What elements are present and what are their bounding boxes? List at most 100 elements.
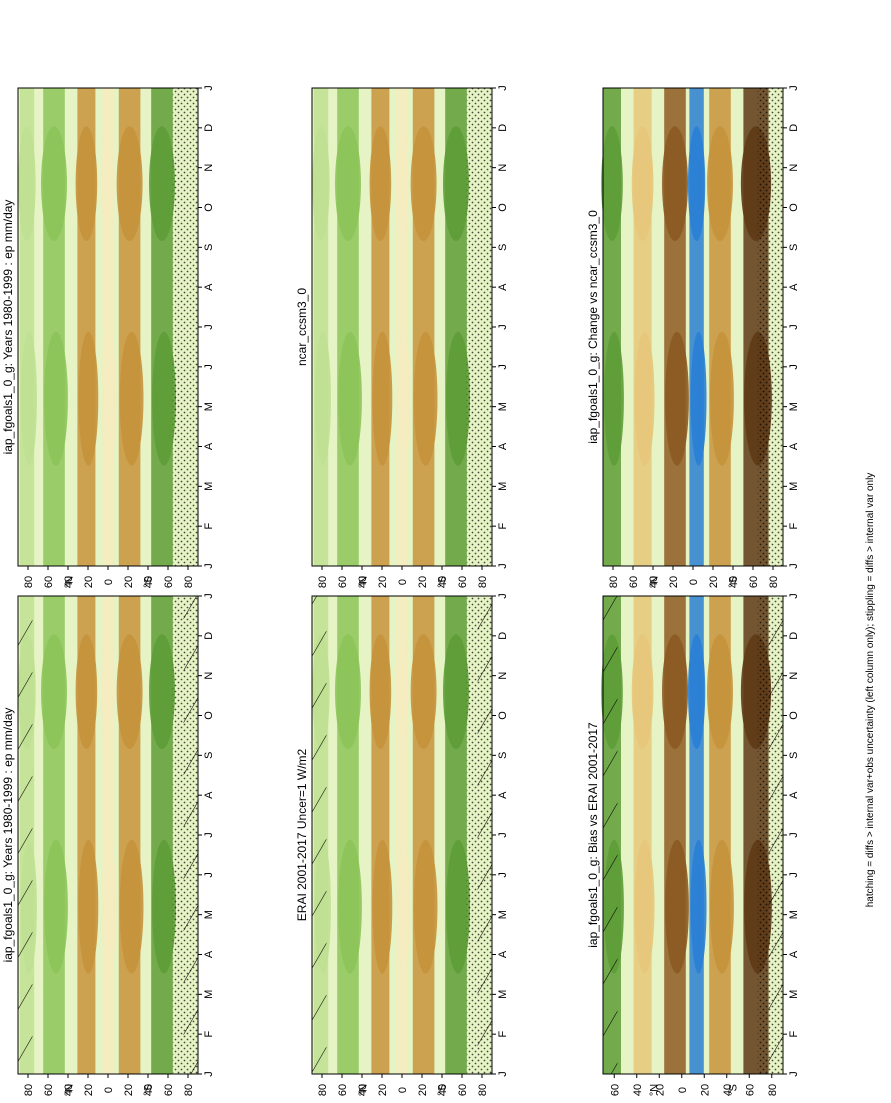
hatch-region <box>477 596 492 1074</box>
lat-tick-label: 20 <box>83 1084 95 1096</box>
field-blob <box>312 126 330 241</box>
month-tick-label: A <box>497 283 509 291</box>
hemisphere-label: °N <box>63 576 75 588</box>
field-blob <box>315 331 331 466</box>
field-blob <box>21 331 37 466</box>
lat-tick-label: 20 <box>377 1084 389 1096</box>
month-tick-label: O <box>203 711 215 720</box>
hemisphere-label: °S <box>437 576 449 588</box>
lat-tick-label: 80 <box>317 1084 329 1096</box>
month-tick-label: M <box>203 402 215 411</box>
lat-tick-label: 80 <box>23 1084 35 1096</box>
field-band <box>102 88 114 566</box>
month-tick-label: F <box>203 523 215 530</box>
month-tick-label: J <box>788 593 800 599</box>
stipple-region <box>466 88 492 566</box>
month-tick-label: D <box>203 632 215 640</box>
month-tick-label: A <box>497 791 509 799</box>
month-tick-label: D <box>497 124 509 132</box>
lat-tick-label: 40 <box>437 1084 449 1096</box>
lat-tick-label: 80 <box>183 576 195 588</box>
field-blob <box>410 126 437 241</box>
hemisphere-label: °N <box>357 576 369 588</box>
field-blob <box>372 839 393 974</box>
hatch-region <box>768 596 783 1074</box>
field-blob <box>372 331 393 466</box>
field-blob <box>149 126 175 241</box>
month-tick-label: J <box>788 1071 800 1077</box>
field-blob <box>687 126 706 241</box>
field-blob <box>152 331 176 466</box>
field-blob <box>631 126 654 241</box>
field-blob <box>41 634 67 749</box>
hemisphere-label: °S <box>728 1084 740 1096</box>
field-blob <box>707 126 733 241</box>
chart-panel-1: iap_fgoals1_0_g: Years 1980-1999 : ep mm… <box>1 85 215 588</box>
lat-tick-label: 80 <box>768 576 780 588</box>
month-tick-label: M <box>788 482 800 491</box>
chart-panel-2: ERAI 2001-2017 Uncer=1 W/m2 J F M A M J J A S O N D J… <box>295 593 509 1096</box>
chart-panel-5: iap_fgoals1_0_g: Change vs ncar_ccsm3_0 J… <box>586 85 800 588</box>
month-tick-label: J <box>788 85 800 91</box>
field-blob <box>104 839 116 974</box>
month-tick-label: O <box>497 203 509 212</box>
month-tick-label: M <box>788 910 800 919</box>
field-blob <box>75 126 98 241</box>
month-tick-label: S <box>203 244 215 251</box>
lat-tick-label: 60 <box>337 1084 349 1096</box>
lat-tick-label: 80 <box>183 1084 195 1096</box>
month-tick-label: J <box>788 324 800 330</box>
lat-tick-label: 40 <box>648 576 660 588</box>
month-tick-label: M <box>203 990 215 999</box>
lat-tick-label: 20 <box>668 576 680 588</box>
month-tick-label: M <box>203 910 215 919</box>
field-blob <box>335 126 361 241</box>
field-blob <box>116 634 143 749</box>
field-blob <box>690 331 707 466</box>
lat-tick-label: 40 <box>143 1084 155 1096</box>
month-tick-label: N <box>203 164 215 172</box>
lat-tick-label: 80 <box>477 576 489 588</box>
panel-title: iap_fgoals1_0_g: Bias vs ERAI 2001-2017 <box>586 722 600 948</box>
month-tick-label: J <box>788 832 800 838</box>
month-tick-label: A <box>203 442 215 450</box>
month-tick-label: A <box>788 791 800 799</box>
hemisphere-label: °N <box>63 1084 75 1096</box>
hemisphere-label: °N <box>648 1084 660 1096</box>
field-blob <box>631 634 654 749</box>
field-blob <box>119 331 144 466</box>
chart-panel-4: iap_fgoals1_0_g: Bias vs ERAI 2001-2017 J… <box>586 593 800 1096</box>
field-blob <box>413 331 438 466</box>
lat-tick-label: 60 <box>163 1084 175 1096</box>
lat-tick-label: 40 <box>437 576 449 588</box>
lat-tick-label: 60 <box>163 576 175 588</box>
hemisphere-label: °N <box>357 1084 369 1096</box>
month-tick-label: M <box>497 402 509 411</box>
lat-tick-label: 60 <box>609 1084 621 1096</box>
lat-tick-label: 80 <box>608 576 620 588</box>
field-band <box>102 596 114 1074</box>
month-tick-label: J <box>497 832 509 838</box>
month-tick-label: D <box>788 632 800 640</box>
field-blob <box>398 839 410 974</box>
month-tick-label: D <box>203 124 215 132</box>
month-tick-label: D <box>497 632 509 640</box>
lat-tick-label: 0 <box>397 579 409 585</box>
month-tick-label: A <box>497 950 509 958</box>
field-blob <box>710 839 734 974</box>
lat-tick-label: 60 <box>43 1084 55 1096</box>
field-blob <box>44 839 68 974</box>
field-blob <box>662 126 688 241</box>
field-blob <box>604 331 624 466</box>
field-blob <box>369 126 392 241</box>
month-tick-label: S <box>788 752 800 759</box>
month-tick-label: J <box>497 85 509 91</box>
field-blob <box>395 634 409 749</box>
month-tick-label: A <box>203 791 215 799</box>
field-blob <box>75 634 98 749</box>
lat-tick-label: 80 <box>23 576 35 588</box>
field-blob <box>41 126 67 241</box>
month-tick-label: S <box>788 244 800 251</box>
field-blob <box>601 126 623 241</box>
